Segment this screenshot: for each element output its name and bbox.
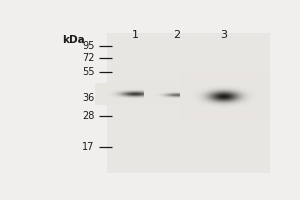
Text: 2: 2 <box>173 30 181 40</box>
Text: 95: 95 <box>82 41 94 51</box>
Text: 72: 72 <box>82 53 94 63</box>
Text: 17: 17 <box>82 142 94 152</box>
Text: kDa: kDa <box>62 35 85 45</box>
FancyBboxPatch shape <box>107 33 270 173</box>
Text: 36: 36 <box>82 93 94 103</box>
Text: 55: 55 <box>82 67 94 77</box>
Text: 28: 28 <box>82 111 94 121</box>
Text: 3: 3 <box>220 30 227 40</box>
Text: 1: 1 <box>132 30 139 40</box>
